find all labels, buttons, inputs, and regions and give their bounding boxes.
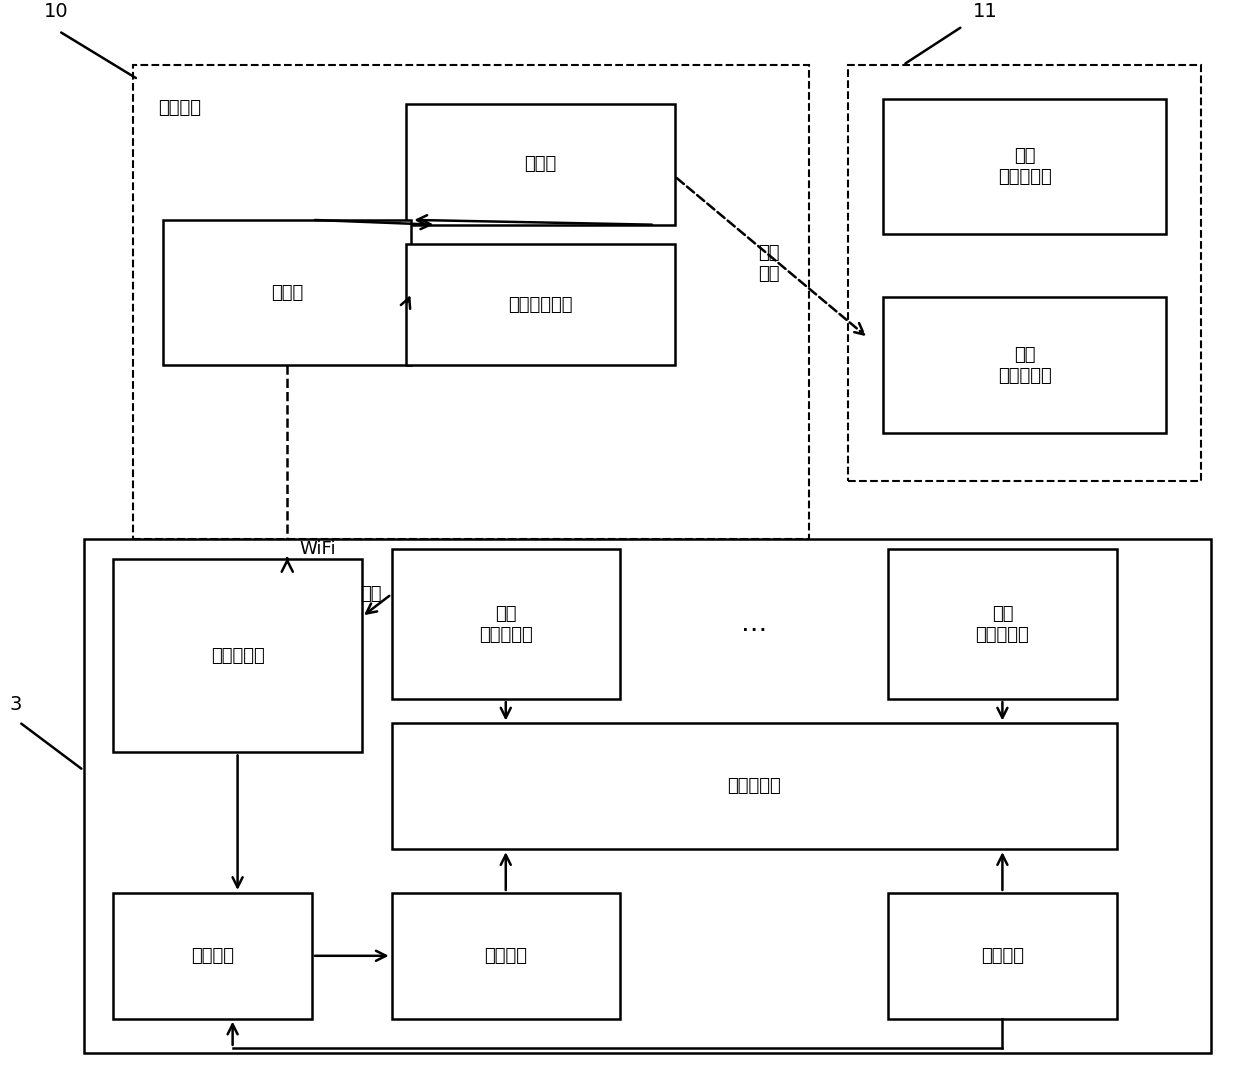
Bar [83, 539, 1211, 1053]
Bar [392, 549, 620, 699]
Bar [888, 549, 1117, 699]
Bar [392, 723, 1117, 850]
Text: 网络连接: 网络连接 [159, 98, 201, 117]
Text: 广域网: 广域网 [525, 156, 557, 173]
Bar [113, 893, 312, 1018]
Text: 制冷装置: 制冷装置 [981, 947, 1024, 965]
Bar [883, 98, 1167, 235]
Text: 路由器: 路由器 [272, 283, 304, 302]
Text: 微流控芯片: 微流控芯片 [727, 777, 781, 796]
Text: 输入: 输入 [360, 585, 382, 603]
Text: 11: 11 [972, 2, 997, 22]
Bar [848, 65, 1202, 481]
Bar [888, 893, 1117, 1018]
Text: 智能
温度传感器: 智能 温度传感器 [479, 604, 533, 643]
Text: 加热装置: 加热装置 [485, 947, 527, 965]
Bar [883, 297, 1167, 432]
Text: WiFi: WiFi [299, 540, 336, 558]
Bar [133, 65, 808, 539]
Text: 网络穿透模块: 网络穿透模块 [508, 295, 573, 313]
Text: 手机
（浏览器）: 手机 （浏览器） [998, 147, 1052, 186]
Bar [392, 893, 620, 1018]
Text: …: … [742, 611, 768, 637]
Text: 3: 3 [9, 695, 21, 715]
Bar [164, 219, 412, 365]
Text: 中控单片机: 中控单片机 [211, 646, 264, 665]
Text: 智能
温度传感器: 智能 温度传感器 [976, 604, 1029, 643]
Bar [407, 104, 675, 225]
Bar [407, 244, 675, 365]
Text: 功放电路: 功放电路 [191, 947, 234, 965]
Text: 10: 10 [43, 2, 68, 22]
Bar [113, 559, 362, 752]
Text: 电脑
（浏览器）: 电脑 （浏览器） [998, 346, 1052, 385]
Text: 网络
连接: 网络 连接 [758, 244, 780, 283]
